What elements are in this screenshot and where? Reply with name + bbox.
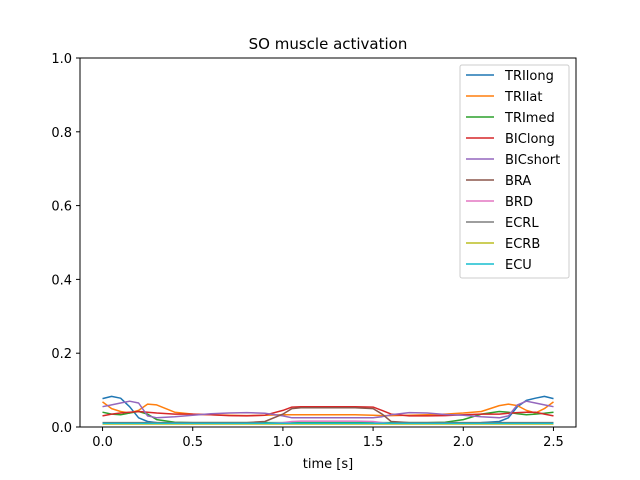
series-line-biclong (102, 405, 554, 417)
x-tick-label: 1.5 (363, 435, 384, 450)
series-line-trilat (102, 401, 554, 417)
legend-label-trimed: TRImed (504, 111, 555, 126)
y-tick-label: 1.0 (51, 52, 72, 67)
y-axis: 0.0 0.2 0.4 0.6 0.8 1.0 (51, 52, 80, 436)
plot-lines (102, 395, 554, 425)
legend-label-trilong: TRIlong (504, 69, 554, 84)
legend-label-trilat: TRIlat (504, 90, 542, 105)
chart-title: SO muscle activation (249, 35, 408, 53)
legend-label-bicshort: BICshort (505, 153, 560, 168)
x-tick-label: 0.5 (182, 435, 203, 450)
legend-label-ecu: ECU (505, 258, 532, 273)
y-tick-label: 0.8 (51, 126, 72, 141)
legend-box (459, 64, 570, 279)
x-tick-label: 2.0 (453, 435, 474, 450)
y-tick-label: 0.0 (51, 421, 72, 436)
x-axis: 0.0 0.5 1.0 1.5 2.0 2.5 (92, 427, 564, 450)
legend-label-bra: BRA (505, 174, 531, 189)
x-tick-label: 1.0 (273, 435, 294, 450)
x-tick-label: 0.0 (92, 435, 113, 450)
legend-label-ecrb: ECRB (505, 237, 540, 252)
series-line-bicshort (102, 400, 554, 419)
legend-label-ecrl: ECRL (505, 216, 539, 231)
x-tick-label: 2.5 (543, 435, 564, 450)
x-axis-label: time [s] (303, 457, 353, 472)
y-tick-label: 0.4 (51, 273, 72, 288)
y-tick-label: 0.6 (51, 200, 72, 215)
y-tick-label: 0.2 (51, 347, 72, 362)
legend-label-biclong: BIClong (505, 132, 555, 147)
legend: TRIlong TRIlat TRImed BIClong BICshort BRA BRD… (459, 64, 570, 279)
plot-frame (79, 57, 577, 428)
legend-label-brd: BRD (505, 195, 533, 210)
